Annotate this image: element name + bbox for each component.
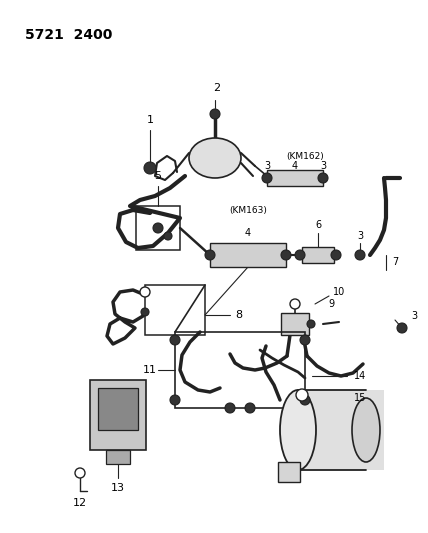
Text: 2: 2	[214, 83, 220, 93]
Text: 1: 1	[146, 115, 154, 125]
Text: 11: 11	[143, 365, 157, 375]
Text: (KM163): (KM163)	[229, 206, 267, 214]
Text: 8: 8	[235, 310, 243, 320]
Bar	[298, 390, 384, 470]
Circle shape	[75, 468, 85, 478]
Text: 9: 9	[328, 299, 334, 309]
Text: 3: 3	[320, 161, 326, 171]
Text: 14: 14	[354, 371, 366, 381]
Circle shape	[300, 395, 310, 405]
Circle shape	[307, 320, 315, 328]
Circle shape	[318, 173, 328, 183]
Text: 7: 7	[392, 257, 398, 267]
Ellipse shape	[352, 398, 380, 462]
Text: 3: 3	[411, 311, 417, 321]
Text: 12: 12	[73, 498, 87, 508]
Bar	[106, 450, 130, 464]
Ellipse shape	[189, 138, 241, 178]
Text: 4: 4	[245, 228, 251, 238]
Bar	[302, 247, 334, 263]
Circle shape	[210, 109, 220, 119]
Bar	[136, 206, 180, 250]
Circle shape	[245, 403, 255, 413]
Text: 3: 3	[357, 231, 363, 241]
Circle shape	[290, 299, 300, 309]
Text: 5721  2400: 5721 2400	[25, 28, 113, 42]
Text: 13: 13	[111, 483, 125, 493]
Circle shape	[140, 287, 150, 297]
Bar	[145, 285, 205, 335]
Circle shape	[164, 232, 172, 240]
Text: (KM162): (KM162)	[286, 151, 324, 160]
Bar	[98, 388, 138, 430]
Circle shape	[144, 162, 156, 174]
Circle shape	[262, 173, 272, 183]
Circle shape	[141, 308, 149, 316]
Text: 5: 5	[155, 171, 161, 181]
Circle shape	[300, 335, 310, 345]
Circle shape	[170, 395, 180, 405]
Circle shape	[331, 250, 341, 260]
Circle shape	[153, 223, 163, 233]
Text: 15: 15	[354, 393, 366, 403]
Circle shape	[281, 250, 291, 260]
Circle shape	[170, 335, 180, 345]
Bar	[281, 313, 309, 335]
Text: 6: 6	[315, 220, 321, 230]
Text: 4: 4	[292, 161, 298, 171]
Circle shape	[225, 403, 235, 413]
Ellipse shape	[280, 390, 316, 470]
Circle shape	[296, 389, 308, 401]
Text: 3: 3	[264, 161, 270, 171]
Bar	[278, 462, 300, 482]
Circle shape	[397, 323, 407, 333]
Circle shape	[205, 250, 215, 260]
Bar	[175, 332, 305, 408]
Bar	[267, 170, 323, 186]
Circle shape	[295, 250, 305, 260]
Circle shape	[355, 250, 365, 260]
Bar	[210, 243, 286, 267]
Bar	[90, 380, 146, 450]
Text: 10: 10	[333, 287, 345, 297]
